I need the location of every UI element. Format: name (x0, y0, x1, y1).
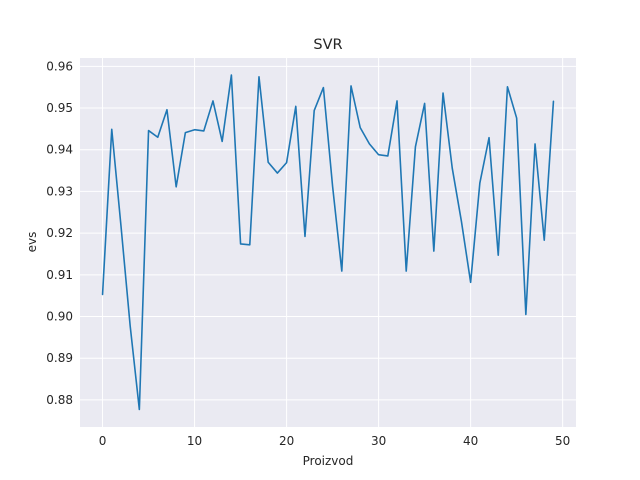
y-tick-label: 0.93 (46, 184, 73, 198)
y-tick-label: 0.92 (46, 226, 73, 240)
y-tick-label: 0.96 (46, 59, 73, 73)
y-tick-label: 0.91 (46, 268, 73, 282)
y-gridlines (80, 65, 576, 401)
x-tick-labels: 0 10 20 30 40 50 (99, 434, 571, 448)
chart-title: SVR (313, 37, 342, 53)
x-tick-label: 20 (279, 434, 294, 448)
y-tick-label: 0.95 (46, 101, 73, 115)
y-tick-label: 0.88 (46, 393, 73, 407)
y-tick-label: 0.94 (46, 143, 73, 157)
y-tick-label: 0.90 (46, 310, 73, 324)
y-axis-label: evs (25, 232, 39, 253)
y-tick-labels: 0.88 0.89 0.90 0.91 0.92 0.93 0.94 0.95 0.96 (46, 59, 73, 407)
x-tick-label: 30 (371, 434, 386, 448)
series-layer (101, 74, 555, 411)
x-tick-label: 50 (555, 434, 570, 448)
x-tick-label: 10 (187, 434, 202, 448)
x-tick-label: 40 (463, 434, 478, 448)
x-gridlines (102, 58, 564, 427)
plot-background (80, 58, 576, 427)
series-line (101, 74, 555, 411)
x-axis-label: Proizvod (303, 454, 354, 468)
x-tick-label: 0 (99, 434, 107, 448)
y-tick-label: 0.89 (46, 351, 73, 365)
